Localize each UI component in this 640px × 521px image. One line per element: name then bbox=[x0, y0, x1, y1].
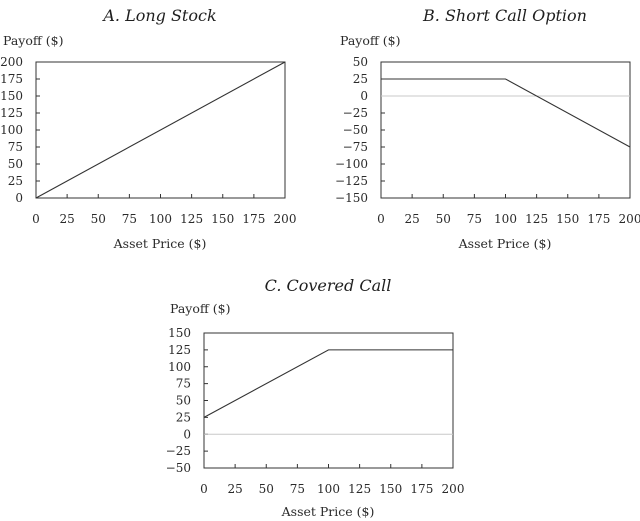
x-axis-label: Asset Price ($) bbox=[113, 236, 207, 251]
plot-frame bbox=[380, 61, 631, 199]
x-tick-label: 125 bbox=[525, 212, 548, 226]
y-tick-label: 125 bbox=[168, 343, 191, 357]
x-tick-label: 150 bbox=[556, 212, 579, 226]
y-tick-label: 75 bbox=[176, 377, 191, 391]
y-tick-label: 125 bbox=[0, 106, 23, 120]
x-tick-label: 125 bbox=[180, 212, 203, 226]
panel-long-stock: A. Long Stock Payoff ($) Asset Price ($)… bbox=[0, 6, 296, 251]
x-tick-label: 200 bbox=[442, 482, 465, 496]
y-tick-label: 0 bbox=[183, 427, 191, 441]
payoff-line bbox=[203, 349, 453, 418]
x-tick-label: 75 bbox=[122, 212, 137, 226]
payoff-line bbox=[35, 61, 286, 199]
x-tick-label: 0 bbox=[32, 212, 40, 226]
y-tick-label: 100 bbox=[168, 360, 191, 374]
x-tick-labels: 0 25 50 75 100 125 150 175 200 bbox=[200, 464, 464, 496]
x-tick-label: 0 bbox=[200, 482, 208, 496]
y-tick-labels: 200 175 150 125 100 75 50 25 0 bbox=[0, 55, 40, 205]
y-tick-label: 100 bbox=[0, 123, 23, 137]
chart-title: B. Short Call Option bbox=[422, 6, 587, 25]
y-tick-labels: 150 125 100 75 50 25 0 −25 −50 bbox=[166, 326, 208, 475]
y-tick-label: −125 bbox=[335, 174, 368, 188]
y-tick-label: 25 bbox=[8, 174, 23, 188]
panel-covered-call: C. Covered Call Payoff ($) Asset Price (… bbox=[166, 276, 465, 519]
y-tick-label: −25 bbox=[343, 106, 368, 120]
x-tick-label: 50 bbox=[91, 212, 106, 226]
y-tick-label: 50 bbox=[8, 157, 23, 171]
x-tick-label: 50 bbox=[436, 212, 451, 226]
y-tick-label: −50 bbox=[343, 123, 368, 137]
x-tick-label: 150 bbox=[211, 212, 234, 226]
x-tick-label: 75 bbox=[290, 482, 305, 496]
x-tick-label: 75 bbox=[467, 212, 482, 226]
series-group bbox=[203, 349, 453, 435]
x-tick-labels: 0 25 50 75 100 125 150 175 200 bbox=[377, 194, 640, 226]
x-tick-label: 50 bbox=[259, 482, 274, 496]
y-tick-label: 175 bbox=[0, 72, 23, 86]
panel-short-call-option: B. Short Call Option Payoff ($) Asset Pr… bbox=[335, 6, 640, 251]
series-group bbox=[35, 61, 286, 199]
x-tick-label: 25 bbox=[227, 482, 242, 496]
y-tick-label: 75 bbox=[8, 140, 23, 154]
x-tick-label: 25 bbox=[59, 212, 74, 226]
y-tick-label: 50 bbox=[353, 55, 368, 69]
y-tick-label: −150 bbox=[335, 191, 368, 205]
y-tick-label: 0 bbox=[360, 89, 368, 103]
x-tick-label: 175 bbox=[242, 212, 265, 226]
x-tick-label: 175 bbox=[587, 212, 610, 226]
y-tick-label: 50 bbox=[176, 394, 191, 408]
x-tick-label: 200 bbox=[274, 212, 297, 226]
payoff-line bbox=[381, 78, 631, 148]
x-axis-label: Asset Price ($) bbox=[458, 236, 552, 251]
y-axis-label: Payoff ($) bbox=[340, 33, 400, 48]
plot-frame bbox=[203, 332, 454, 469]
x-tick-labels: 0 25 50 75 100 125 150 175 200 bbox=[32, 194, 296, 226]
x-tick-label: 200 bbox=[619, 212, 640, 226]
y-tick-labels: 50 25 0 −25 −50 −75 −100 −125 −150 bbox=[335, 55, 385, 205]
x-tick-label: 150 bbox=[379, 482, 402, 496]
y-tick-label: −50 bbox=[166, 461, 191, 475]
chart-title: A. Long Stock bbox=[101, 6, 216, 25]
x-axis-label: Asset Price ($) bbox=[281, 504, 375, 519]
y-axis-label: Payoff ($) bbox=[170, 301, 230, 316]
y-tick-label: −25 bbox=[166, 444, 191, 458]
x-tick-label: 100 bbox=[494, 212, 517, 226]
y-tick-label: −75 bbox=[343, 140, 368, 154]
chart-title: C. Covered Call bbox=[265, 276, 392, 295]
y-tick-label: 25 bbox=[353, 72, 368, 86]
y-tick-label: 150 bbox=[168, 326, 191, 340]
x-tick-label: 0 bbox=[377, 212, 385, 226]
y-tick-label: −100 bbox=[335, 157, 368, 171]
y-axis-label: Payoff ($) bbox=[3, 33, 63, 48]
x-tick-label: 25 bbox=[404, 212, 419, 226]
x-tick-label: 100 bbox=[317, 482, 340, 496]
x-tick-label: 100 bbox=[149, 212, 172, 226]
x-tick-label: 175 bbox=[410, 482, 433, 496]
y-tick-label: 150 bbox=[0, 89, 23, 103]
x-tick-label: 125 bbox=[348, 482, 371, 496]
y-tick-label: 0 bbox=[15, 191, 23, 205]
series-group bbox=[381, 78, 631, 148]
y-tick-label: 200 bbox=[0, 55, 23, 69]
y-tick-label: 25 bbox=[176, 410, 191, 424]
